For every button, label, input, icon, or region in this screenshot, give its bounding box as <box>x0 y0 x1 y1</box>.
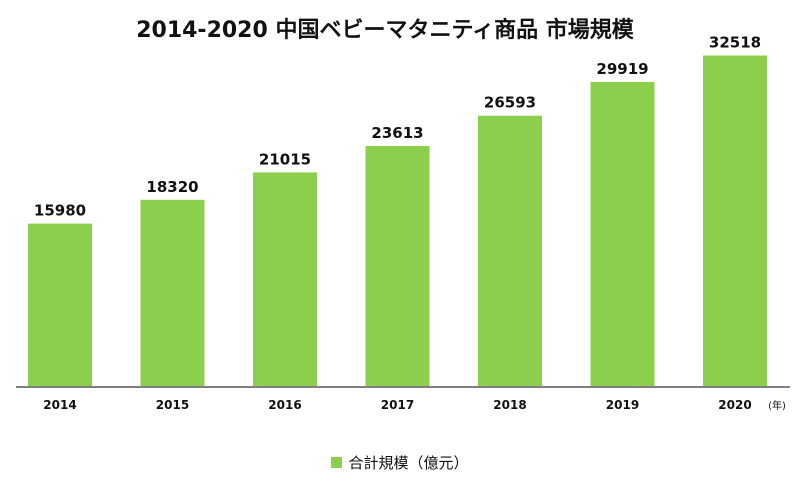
bar-2015 <box>140 199 205 386</box>
legend-label: 合計規模（億元） <box>348 454 469 472</box>
bar-2017 <box>365 146 430 386</box>
bar-value-label-2018: 26593 <box>484 94 536 112</box>
bars-layer <box>28 55 767 387</box>
x-axis-unit-label: (年) <box>768 399 786 412</box>
bar-value-label-2020: 32518 <box>709 34 761 52</box>
bar-value-label-2017: 23613 <box>371 124 423 142</box>
bar-2018 <box>478 115 542 386</box>
bar-value-label-2016: 21015 <box>259 150 311 168</box>
x-tick-label-2017: 2017 <box>381 398 414 412</box>
legend-swatch <box>331 457 343 468</box>
x-tick-label-2020: 2020 <box>718 398 751 412</box>
x-tick-label-2018: 2018 <box>493 398 526 412</box>
bar-value-label-2014: 15980 <box>34 202 86 220</box>
x-tick-label-2019: 2019 <box>606 398 639 412</box>
bar-2014 <box>28 223 92 386</box>
bar-value-label-2015: 18320 <box>146 178 198 196</box>
x-tick-label-2016: 2016 <box>268 398 301 412</box>
bar-value-label-2019: 29919 <box>596 60 648 78</box>
chart-title: 2014-2020 中国ベビーマタニティ商品 市場規模 <box>136 18 634 43</box>
bar-2020 <box>703 55 767 387</box>
bar-2019 <box>590 81 655 387</box>
labels-layer: 15980 2014 18320 2015 21015 2016 23613 2017 2659… <box>34 34 761 412</box>
x-tick-label-2015: 2015 <box>156 398 189 412</box>
legend: 合計規模（億元） <box>0 452 800 473</box>
x-tick-label-2014: 2014 <box>43 398 76 412</box>
bar-2016 <box>253 172 317 386</box>
